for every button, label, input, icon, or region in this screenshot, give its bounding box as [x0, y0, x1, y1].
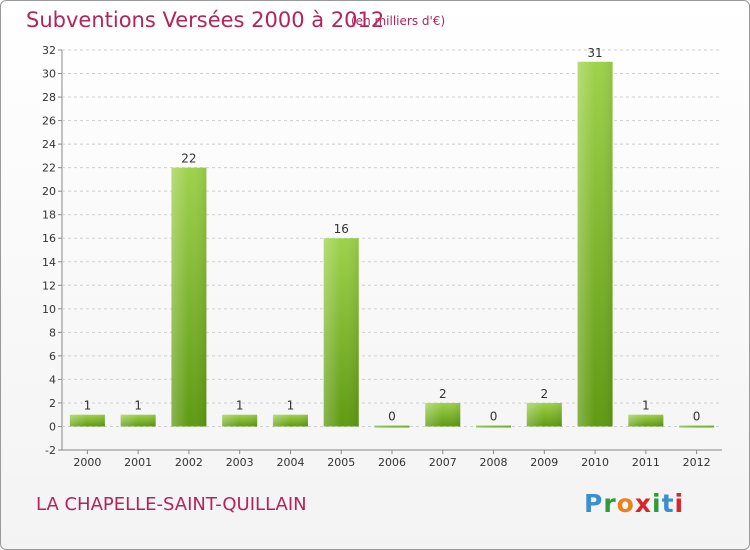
x-tick-label: 2007: [429, 456, 457, 469]
bar-shade: [425, 402, 461, 427]
bar-value-label: 16: [334, 222, 349, 236]
y-tick-label: 8: [49, 326, 56, 339]
x-tick-label: 2012: [683, 456, 711, 469]
bar-value-label: 2: [439, 387, 447, 401]
y-tick-label: -2: [45, 444, 56, 457]
bar-shade: [628, 414, 664, 427]
bar-value-label: 31: [587, 46, 602, 60]
y-tick-label: 22: [42, 162, 56, 175]
chart-subtitle: (en milliers d'€): [351, 14, 446, 28]
x-tick-label: 2002: [175, 456, 203, 469]
proxiti-logo: Proxiti: [584, 489, 685, 518]
bar-value-label: 1: [84, 399, 92, 413]
x-tick-label: 2004: [276, 456, 304, 469]
bar-shade: [171, 167, 207, 427]
bar-value-label: 1: [134, 399, 142, 413]
bar-value-label: 1: [642, 399, 650, 413]
y-tick-label: 12: [42, 279, 56, 292]
bar-value-label: 1: [287, 399, 295, 413]
bar-shade: [577, 61, 613, 427]
x-tick-label: 2000: [73, 456, 101, 469]
y-tick-label: 4: [49, 373, 56, 386]
commune-name: LA CHAPELLE-SAINT-QUILLAIN: [36, 494, 307, 515]
y-tick-label: 32: [42, 44, 56, 57]
chart-title: Subventions Versées 2000 à 2012: [26, 8, 385, 32]
x-tick-label: 2011: [632, 456, 660, 469]
bar-value-label: 0: [693, 409, 701, 423]
bar-value-label: 0: [388, 409, 396, 423]
bar-value-label: 22: [181, 152, 196, 166]
bar-shade: [120, 414, 156, 427]
x-tick-label: 2009: [530, 456, 558, 469]
y-tick-label: 10: [42, 303, 56, 316]
y-tick-label: 30: [42, 68, 56, 81]
bar-shade: [272, 414, 308, 427]
bar-shade: [374, 425, 410, 428]
bar-value-label: 0: [490, 409, 498, 423]
x-tick-label: 2008: [480, 456, 508, 469]
y-tick-label: 26: [42, 115, 56, 128]
y-tick-label: 2: [49, 397, 56, 410]
bar-shade: [476, 425, 512, 428]
bar-shade: [679, 425, 715, 428]
bar-value-label: 2: [540, 387, 548, 401]
x-tick-label: 2010: [581, 456, 609, 469]
bar-value-label: 1: [236, 399, 244, 413]
y-tick-label: 20: [42, 185, 56, 198]
y-tick-label: 6: [49, 350, 56, 363]
bar-shade: [323, 238, 359, 427]
x-tick-label: 2005: [327, 456, 355, 469]
y-tick-label: 14: [42, 256, 56, 269]
y-tick-label: 16: [42, 232, 56, 245]
y-tick-label: 18: [42, 209, 56, 222]
x-tick-label: 2001: [124, 456, 152, 469]
y-tick-label: 24: [42, 138, 56, 151]
bar-shade: [69, 414, 105, 427]
bar-shade: [222, 414, 258, 427]
bar-shade: [526, 402, 562, 427]
y-tick-label: 28: [42, 91, 56, 104]
x-tick-label: 2006: [378, 456, 406, 469]
y-tick-label: 0: [49, 420, 56, 433]
x-tick-label: 2003: [226, 456, 254, 469]
